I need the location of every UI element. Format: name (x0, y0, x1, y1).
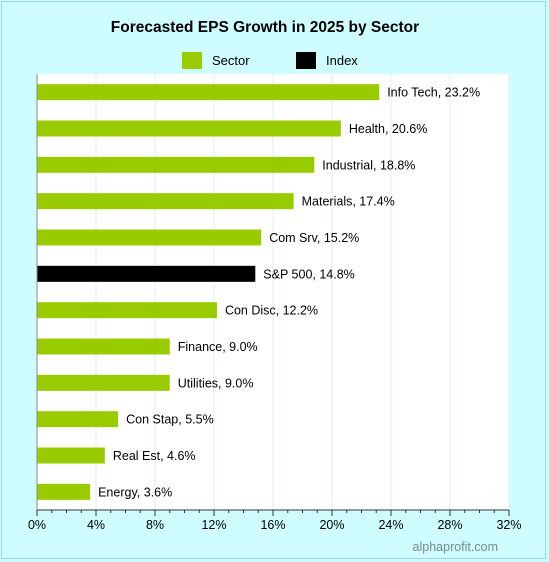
bar-label: Real Est, 4.6% (113, 449, 196, 463)
bar-sector (37, 193, 294, 210)
bar-label: Materials, 17.4% (302, 195, 395, 209)
bar-labels: Info Tech, 23.2% Health, 20.6% Industrial,… (98, 86, 480, 500)
x-axis-ticks (36, 510, 510, 516)
watermark-text: alphaprofit.com (413, 540, 498, 554)
legend-label-sector: Sector (212, 53, 250, 68)
bar-label: Con Disc, 12.2% (225, 304, 318, 318)
legend: Sector Index (182, 52, 358, 69)
bar-sector (37, 156, 315, 173)
x-tick-label: 20% (319, 518, 344, 532)
bar-label: Com Srv, 15.2% (269, 231, 359, 245)
bar-label: Finance, 9.0% (178, 340, 258, 354)
x-tick-label: 0% (28, 518, 46, 532)
chart-title: Forecasted EPS Growth in 2025 by Sector (111, 19, 419, 36)
legend-swatch-index (296, 52, 316, 69)
bar-label: Con Stap, 5.5% (126, 413, 214, 427)
bars (37, 84, 380, 500)
bar-label: Health, 20.6% (349, 122, 428, 136)
bar-sector (37, 483, 91, 500)
legend-swatch-sector (182, 52, 202, 69)
bar-sector (37, 84, 380, 101)
gridlines (95, 74, 510, 510)
bar-sector (37, 411, 119, 428)
bar-label: Energy, 3.6% (98, 485, 172, 499)
bar-sector (37, 374, 170, 391)
x-tick-label: 16% (260, 518, 285, 532)
x-tick-label: 24% (378, 518, 403, 532)
x-tick-label: 28% (437, 518, 462, 532)
bar-sector (37, 302, 217, 319)
bar-sector (37, 338, 170, 355)
bar-label: Info Tech, 23.2% (387, 86, 480, 100)
x-axis-tick-labels: 0% 4% 8% 12% 16% 20% 24% 28% 32% (28, 518, 522, 532)
bar-index (37, 265, 256, 282)
bar-label: S&P 500, 14.8% (263, 267, 355, 281)
bar-label: Industrial, 18.8% (322, 158, 415, 172)
x-tick-label: 8% (146, 518, 164, 532)
x-tick-label: 4% (87, 518, 105, 532)
x-tick-label: 32% (496, 518, 521, 532)
bar-sector (37, 447, 105, 464)
bar-sector (37, 229, 262, 246)
legend-label-index: Index (326, 53, 358, 68)
bar-label: Utilities, 9.0% (178, 376, 254, 390)
bar-sector (37, 120, 341, 137)
x-tick-label: 12% (201, 518, 226, 532)
